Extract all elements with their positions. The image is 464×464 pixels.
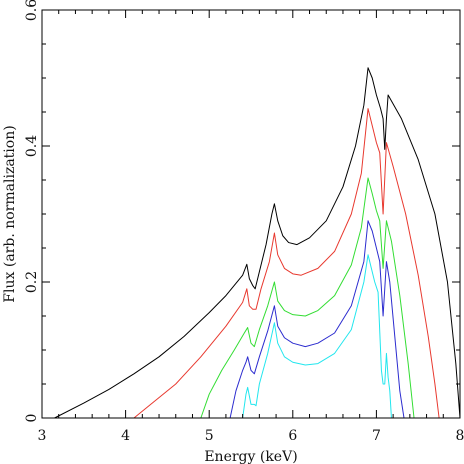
series-line-2: [133, 108, 440, 419]
series-line-5: [242, 254, 392, 419]
x-tick-label: 8: [456, 428, 464, 444]
y-tick-label: 0: [24, 414, 40, 423]
x-tick-label: 4: [121, 428, 130, 444]
y-tick-label: 0.6: [24, 0, 40, 21]
tick-labels-layer: 3 4 5 6 7 8 0 0.2 0.4 0.6: [24, 0, 464, 444]
x-tick-label: 7: [372, 428, 381, 444]
x-tick-label: 3: [38, 428, 47, 444]
ticks-layer: [41, 9, 461, 419]
x-tick-label: 5: [205, 428, 214, 444]
series-line-1: [54, 67, 461, 419]
x-axis-title: Energy (keV): [204, 449, 297, 464]
series-line-4: [229, 220, 405, 419]
y-axis-title: Flux (arb. normalization): [2, 125, 18, 302]
x-tick-label: 6: [288, 428, 297, 444]
y-tick-label: 0.2: [24, 271, 40, 293]
y-tick-label: 0.4: [24, 135, 40, 157]
series-layer: [54, 67, 461, 419]
plot-frame: [41, 9, 461, 419]
series-line-3: [200, 177, 415, 419]
